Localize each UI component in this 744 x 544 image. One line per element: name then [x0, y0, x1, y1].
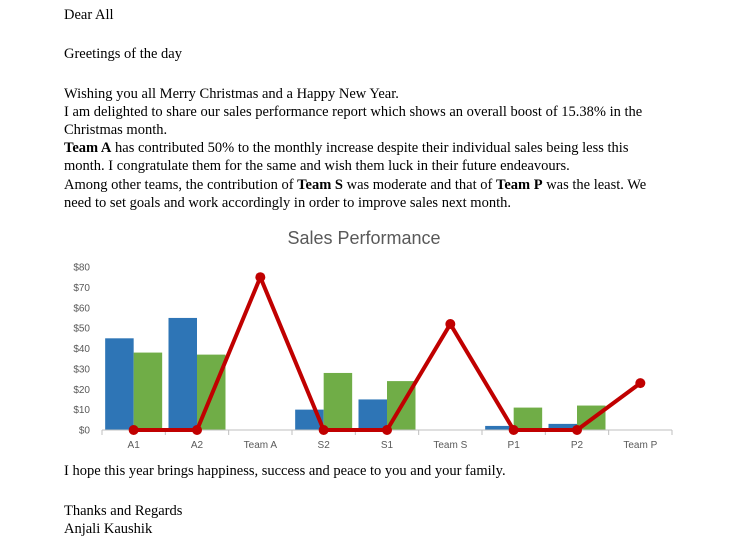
- line-point: [318, 425, 329, 435]
- x-tick-label: P1: [508, 440, 521, 451]
- salutation: Dear All: [64, 7, 114, 23]
- team-p-emphasis: Team P: [495, 177, 543, 193]
- y-tick-label: $0: [79, 426, 91, 437]
- bar-series-2: [323, 372, 353, 430]
- bar-series-1: [168, 317, 197, 430]
- other-teams-text-2: was moderate and that of: [342, 177, 496, 193]
- bar-series-2: [513, 407, 543, 430]
- x-tick-label: S1: [381, 440, 394, 451]
- x-tick-label: A2: [191, 440, 204, 451]
- chart-svg: Sales Performance $80 $70 $60 $50 $40 $30 $20 $…: [73, 228, 673, 451]
- y-tick-label: $40: [73, 344, 90, 355]
- other-teams-text-1: Among other teams, the contribution of: [64, 177, 298, 193]
- line-point: [572, 425, 582, 435]
- x-tick-label: S2: [318, 440, 331, 451]
- y-tick-label: $70: [73, 283, 90, 294]
- paragraph-team-a-text: has contributed 50% to the monthly incre…: [64, 140, 629, 174]
- x-tick-label: Team A: [244, 440, 278, 451]
- closing-line: I hope this year brings happiness, succe…: [64, 463, 506, 479]
- x-tick-label: Team S: [433, 440, 467, 451]
- x-tick-label: P2: [571, 440, 584, 451]
- y-tick-label: $10: [73, 405, 90, 416]
- line-point: [635, 378, 646, 389]
- chart-title: Sales Performance: [287, 228, 440, 248]
- other-teams-text-3: was the least. We need to set goals and …: [64, 177, 647, 211]
- greeting: Greetings of the day: [64, 46, 182, 62]
- bar-series-1: [358, 399, 387, 430]
- bar-series-1: [485, 425, 514, 430]
- y-tick-label: $50: [73, 324, 90, 335]
- paragraph-other-teams: Among other teams, the contribution of T…: [64, 176, 664, 212]
- line-point: [382, 425, 392, 435]
- paragraph-team-a: Team A has contributed 50% to the monthl…: [64, 139, 664, 175]
- line-point: [192, 425, 202, 435]
- x-tick-label: A1: [128, 440, 141, 451]
- x-tick-label: Team P: [623, 440, 657, 451]
- line-point: [255, 272, 266, 283]
- line-point: [508, 425, 519, 435]
- line-point: [445, 319, 456, 330]
- sales-performance-chart: Sales Performance $80 $70 $60 $50 $40 $30 $20 $…: [60, 222, 680, 462]
- team-s-emphasis: Team S: [297, 177, 343, 193]
- y-tick-label: $60: [73, 303, 90, 314]
- bar-series-1: [105, 338, 134, 430]
- line-point: [128, 425, 139, 435]
- bar-series-2: [133, 352, 163, 430]
- wishes-line: Wishing you all Merry Christmas and a Ha…: [64, 86, 399, 102]
- y-tick-label: $30: [73, 364, 90, 375]
- y-tick-label: $80: [73, 263, 90, 274]
- y-tick-label: $20: [73, 385, 90, 396]
- signoff: Thanks and Regards: [64, 503, 183, 519]
- team-a-emphasis: Team A: [64, 140, 112, 156]
- paragraph-boost: I am delighted to share our sales perfor…: [64, 104, 643, 138]
- signature: Anjali Kaushik: [64, 521, 153, 537]
- bar-series-1: [548, 423, 577, 430]
